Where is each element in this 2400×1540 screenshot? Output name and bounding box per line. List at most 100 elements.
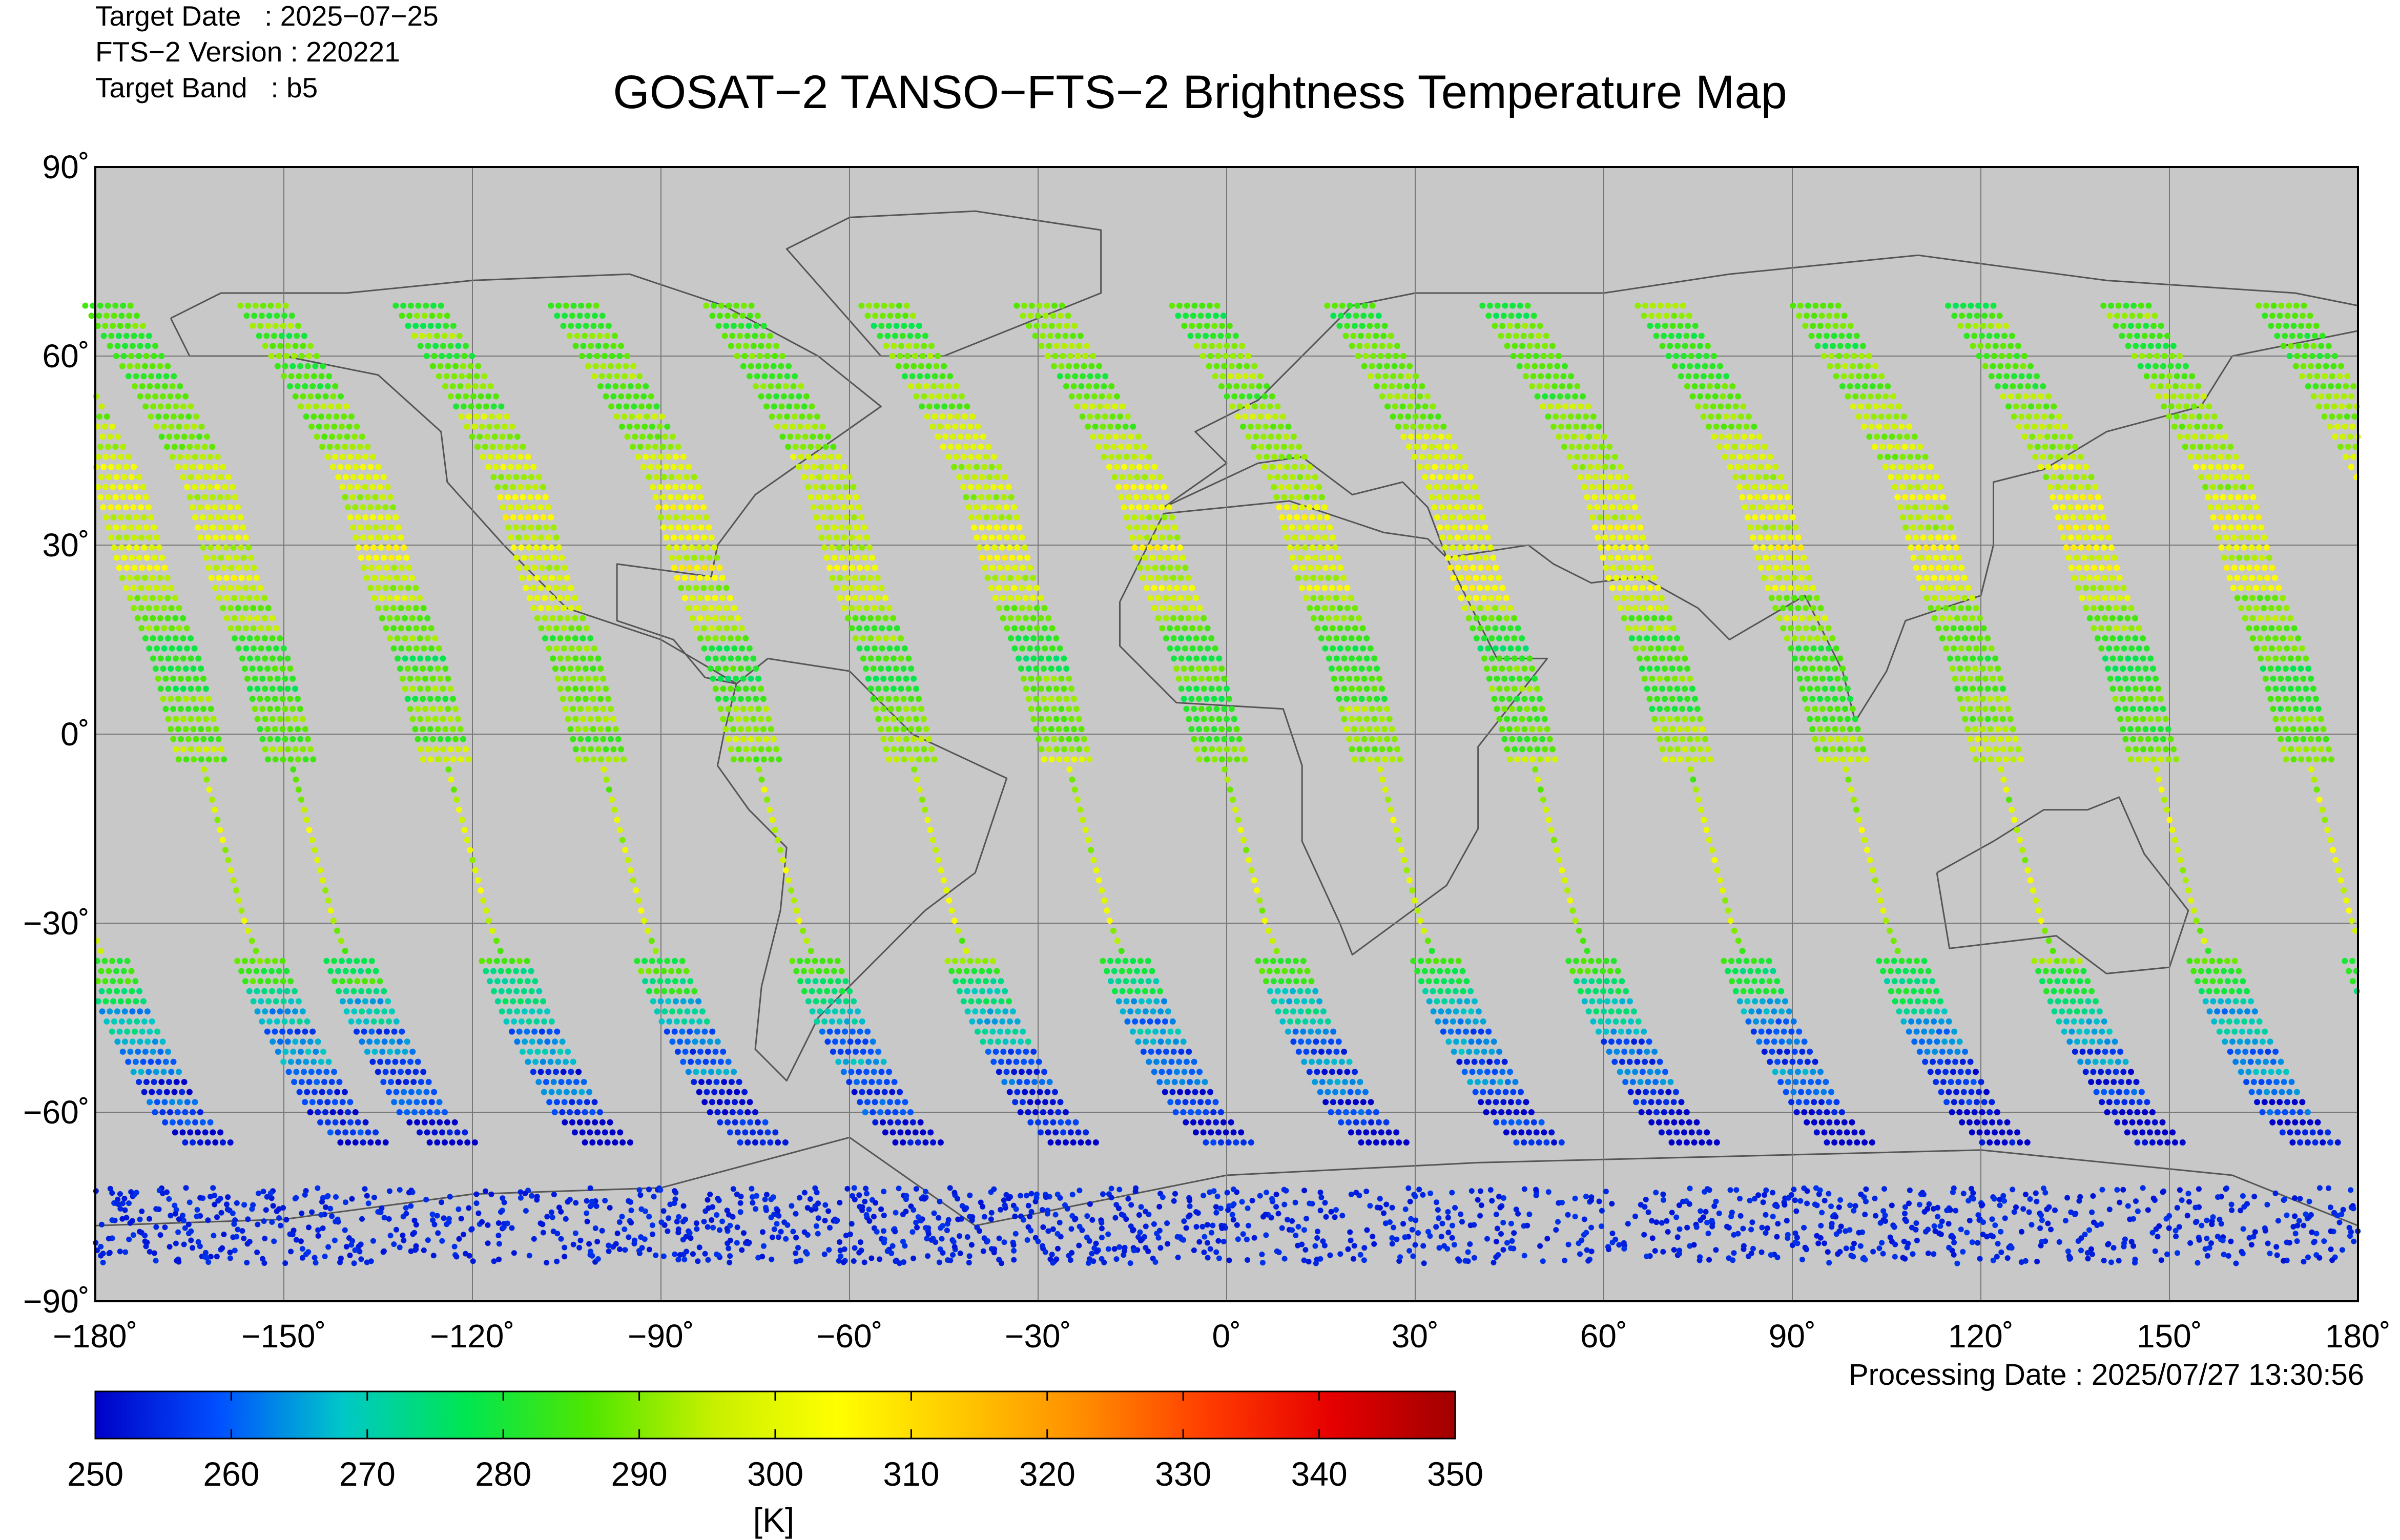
observation-point [1777, 474, 1784, 481]
observation-point [693, 504, 699, 511]
observation-point [1475, 554, 1481, 561]
observation-point [1674, 685, 1681, 692]
observation-point [1076, 393, 1083, 400]
observation-point [630, 444, 636, 450]
observation-point [354, 484, 361, 490]
observation-point [502, 978, 508, 985]
observation-point [1280, 444, 1287, 450]
observation-point [844, 615, 851, 621]
observation-point [534, 575, 541, 581]
observation-point [1261, 464, 1268, 470]
observation-point [696, 544, 702, 551]
observation-point [1626, 484, 1633, 490]
observation-point [1352, 625, 1358, 632]
observation-point [1174, 585, 1180, 591]
observation-point [704, 544, 710, 551]
observation-point [1459, 494, 1465, 501]
observation-point [1355, 353, 1361, 359]
observation-point [1833, 645, 1839, 652]
observation-point [1376, 736, 1383, 742]
observation-point [1478, 1028, 1484, 1035]
observation-point [572, 716, 579, 722]
observation-point [437, 736, 444, 742]
observation-point [1655, 625, 1662, 632]
observation-point [894, 1099, 901, 1106]
observation-point [1177, 1089, 1184, 1095]
observation-point [1170, 1048, 1177, 1055]
observation-point [956, 988, 963, 994]
observation-point [219, 504, 226, 511]
observation-point [1791, 595, 1797, 601]
observation-point [780, 393, 787, 400]
observation-point [322, 887, 329, 893]
observation-point [1740, 988, 1747, 994]
observation-point [1511, 716, 1518, 722]
observation-point [1458, 1048, 1465, 1055]
observation-point [1494, 675, 1500, 682]
observation-point [432, 716, 439, 722]
observation-point [348, 1018, 355, 1025]
observation-point [864, 645, 871, 652]
observation-point [1256, 897, 1263, 904]
observation-point [1524, 363, 1530, 369]
observation-point [1221, 363, 1228, 369]
observation-point [556, 575, 563, 581]
observation-point [865, 1058, 872, 1065]
observation-point [1580, 958, 1587, 964]
observation-point [1236, 363, 1243, 369]
observation-point [767, 806, 773, 813]
observation-point [1501, 1119, 1507, 1126]
observation-point [1599, 524, 1606, 531]
observation-point [1102, 373, 1109, 380]
observation-point [1577, 474, 1584, 481]
observation-point [1637, 524, 1644, 531]
observation-point [1296, 524, 1303, 531]
observation-point [598, 373, 605, 380]
observation-point [1496, 635, 1502, 641]
observation-point [1654, 726, 1661, 733]
observation-point [835, 998, 842, 1005]
observation-point [612, 1139, 618, 1146]
observation-point [1499, 1069, 1506, 1075]
observation-point [1234, 413, 1241, 420]
observation-point [1390, 373, 1396, 380]
observation-point [1595, 464, 1601, 470]
observation-point [1191, 302, 1198, 309]
observation-point [1798, 575, 1805, 581]
observation-point [1771, 1038, 1777, 1045]
observation-point [845, 494, 852, 501]
observation-point [685, 585, 692, 591]
observation-point [890, 635, 897, 641]
observation-point [753, 726, 759, 733]
observation-point [1240, 1139, 1247, 1146]
observation-point [1505, 332, 1512, 339]
observation-point [1340, 595, 1347, 601]
observation-point [1281, 474, 1288, 481]
observation-point [1148, 494, 1155, 501]
observation-point [1067, 353, 1073, 359]
observation-point [1256, 383, 1263, 389]
observation-point [1760, 1018, 1767, 1025]
observation-point [592, 363, 599, 369]
observation-point [882, 595, 888, 601]
observation-point [1058, 675, 1065, 682]
observation-point [623, 363, 629, 369]
observation-point [808, 968, 815, 974]
observation-point [1008, 494, 1015, 501]
observation-point [1253, 433, 1259, 440]
observation-point [1790, 544, 1797, 551]
observation-point [776, 373, 783, 380]
observation-point [365, 524, 371, 531]
observation-point [1494, 1058, 1500, 1065]
observation-point [752, 1109, 758, 1115]
observation-point [559, 1109, 566, 1115]
observation-point [580, 746, 587, 753]
observation-point [1364, 746, 1370, 753]
observation-point [772, 353, 778, 359]
observation-point [1849, 1119, 1855, 1126]
observation-point [1477, 605, 1483, 611]
observation-point [1061, 746, 1067, 753]
observation-point [1426, 453, 1433, 460]
observation-point [1348, 635, 1355, 641]
observation-point [419, 1109, 425, 1115]
